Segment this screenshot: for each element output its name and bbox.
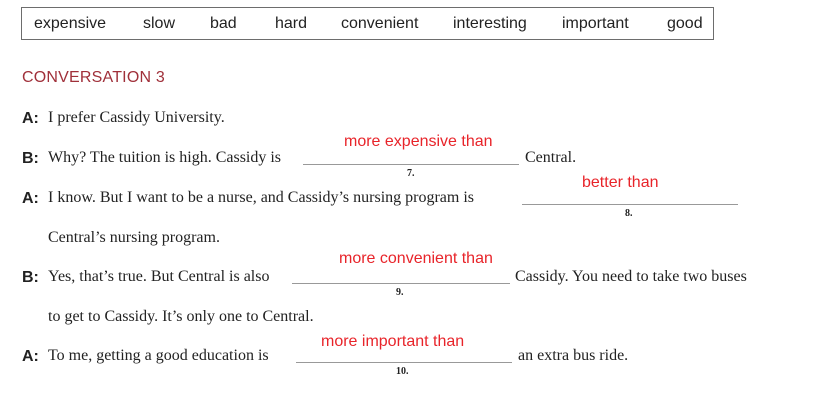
word-box-item: expensive — [34, 15, 107, 32]
word-box-item: convenient — [341, 15, 419, 32]
blank-number: 9. — [396, 287, 404, 298]
speaker-label: A: — [22, 190, 39, 207]
dialogue-text: Cassidy. You need to take two buses — [515, 268, 747, 285]
answer-blank-7[interactable] — [303, 164, 519, 165]
dialogue-text: Yes, that’s true. But Central is also — [48, 268, 270, 285]
blank-number: 10. — [396, 366, 409, 377]
word-box-item: interesting — [453, 15, 527, 32]
conversation-heading: CONVERSATION 3 — [22, 69, 165, 86]
dialogue-text: To me, getting a good education is — [48, 347, 269, 364]
speaker-label: A: — [22, 110, 39, 127]
word-box-item: hard — [275, 15, 308, 32]
word-box-item: good — [667, 15, 703, 32]
speaker-label: B: — [22, 269, 39, 286]
dialogue-text: Central’s nursing program. — [48, 229, 220, 246]
dialogue-text: I prefer Cassidy University. — [48, 109, 225, 126]
word-box-item: bad — [210, 15, 237, 32]
speaker-label: A: — [22, 348, 39, 365]
dialogue-text: Why? The tuition is high. Cassidy is — [48, 149, 282, 166]
dialogue-text: I know. But I want to be a nurse, and Ca… — [48, 189, 475, 206]
word-box-item: important — [562, 15, 629, 32]
answer-blank-10[interactable] — [296, 362, 512, 363]
answer-text-7: more expensive than — [344, 133, 493, 150]
dialogue-text: an extra bus ride. — [518, 347, 629, 364]
dialogue-text: to get to Cassidy. It’s only one to Cent… — [48, 308, 314, 325]
word-box: expensive slow bad hard convenient inter… — [21, 7, 714, 40]
dialogue-text: Central. — [525, 149, 577, 166]
answer-blank-8[interactable] — [522, 204, 738, 205]
answer-text-9: more convenient than — [339, 250, 493, 267]
blank-number: 8. — [625, 208, 633, 219]
speaker-label: B: — [22, 150, 39, 167]
answer-text-8: better than — [582, 174, 659, 191]
answer-text-10: more important than — [321, 333, 465, 350]
word-box-item: slow — [143, 15, 176, 32]
blank-number: 7. — [407, 168, 415, 179]
answer-blank-9[interactable] — [292, 283, 510, 284]
